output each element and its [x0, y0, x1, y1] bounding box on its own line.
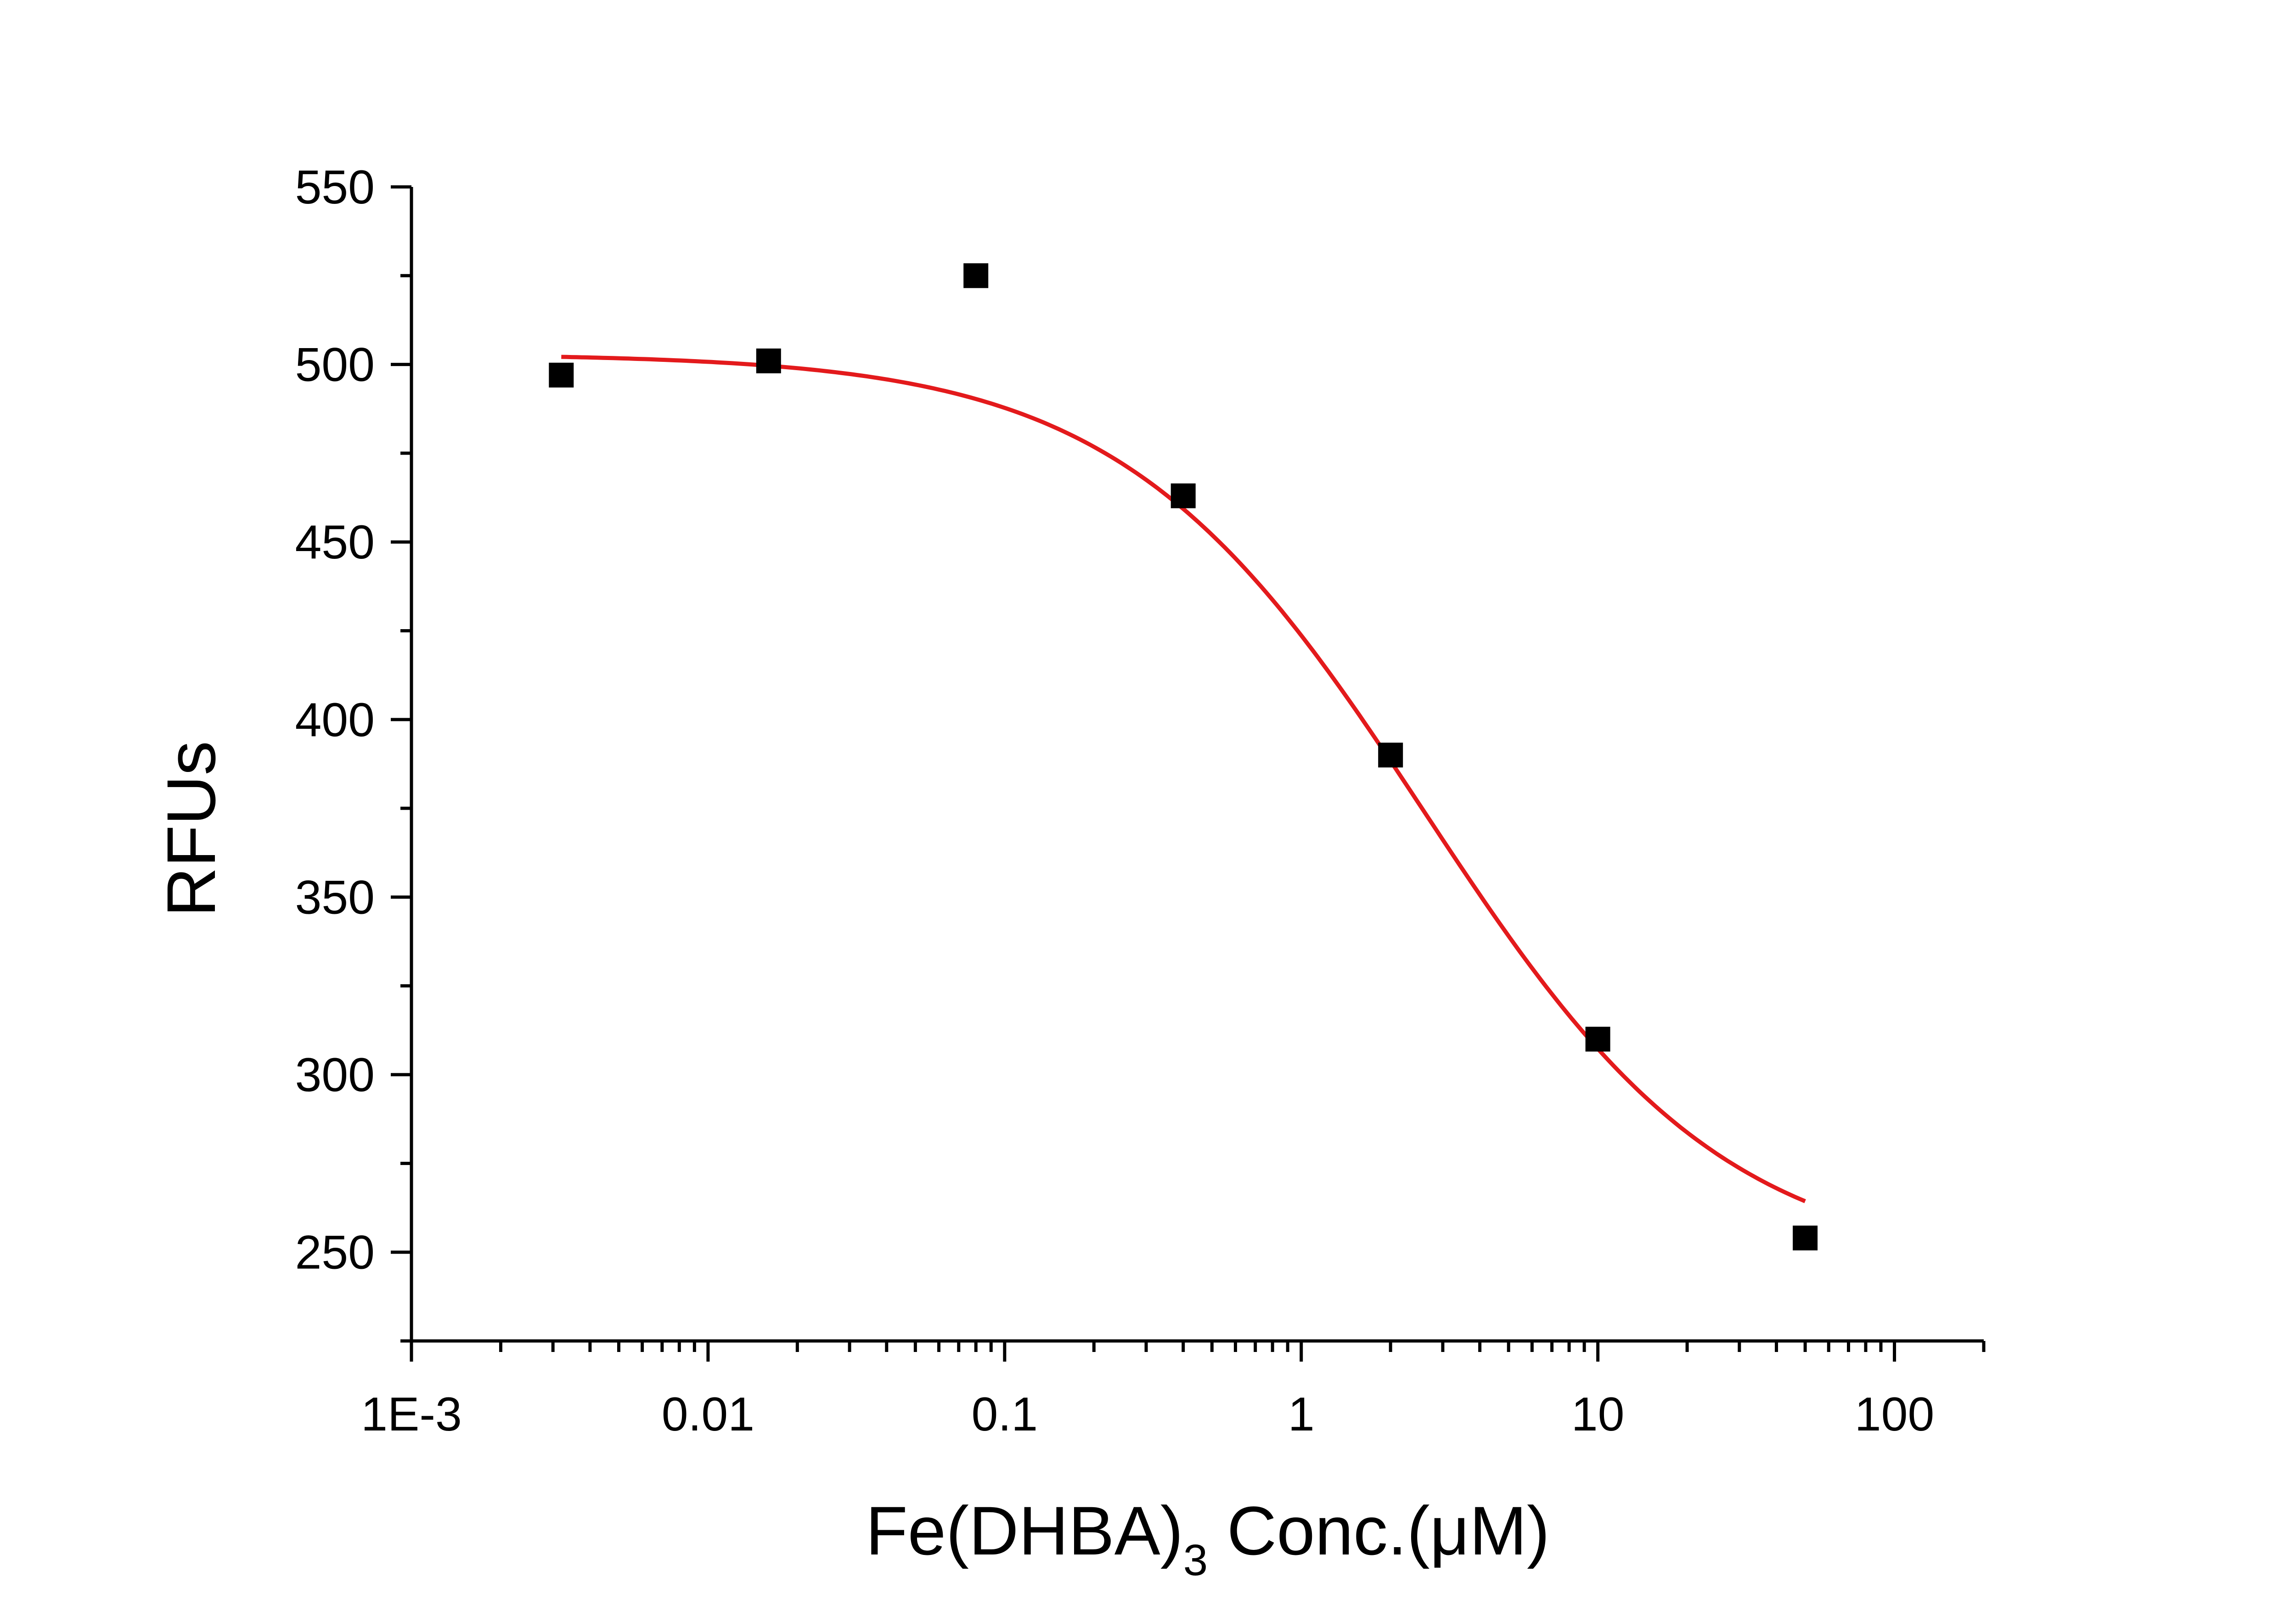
x-axis-title-suffix: Conc.(μM) [1208, 1492, 1550, 1569]
data-point [1585, 1026, 1610, 1052]
axes [410, 187, 1984, 1343]
data-point [756, 348, 781, 373]
y-tick-label: 350 [295, 871, 375, 924]
x-axis-title-main: Fe(DHBA) [866, 1492, 1183, 1569]
y-tick-label: 400 [295, 693, 375, 747]
x-axis-title-subscript: 3 [1183, 1536, 1208, 1585]
y-tick-label: 250 [295, 1226, 375, 1279]
x-tick-label: 0.01 [662, 1388, 754, 1441]
data-point [1793, 1225, 1818, 1250]
x-axis-ticks: 1E-3 0.01 0.1 1 10 100 [361, 1341, 1986, 1441]
y-axis-ticks: 250 300 350 400 450 500 550 [295, 161, 411, 1343]
data-point [549, 362, 574, 388]
data-point [1378, 743, 1403, 768]
y-tick-label: 550 [295, 161, 375, 214]
y-tick-label: 450 [295, 516, 375, 569]
y-axis-title: RFUs [152, 741, 230, 917]
x-tick-label: 10 [1571, 1388, 1625, 1441]
x-tick-label: 1E-3 [361, 1388, 462, 1441]
x-tick-label: 100 [1855, 1388, 1935, 1441]
data-points-layer [549, 263, 1818, 1250]
data-point [963, 263, 989, 288]
x-tick-label: 1 [1288, 1388, 1315, 1441]
y-tick-label: 500 [295, 338, 375, 392]
x-tick-label: 0.1 [972, 1388, 1038, 1441]
x-axis-title: Fe(DHBA)3 Conc.(μM) [866, 1492, 1550, 1585]
y-tick-label: 300 [295, 1048, 375, 1102]
data-point [1171, 483, 1196, 508]
